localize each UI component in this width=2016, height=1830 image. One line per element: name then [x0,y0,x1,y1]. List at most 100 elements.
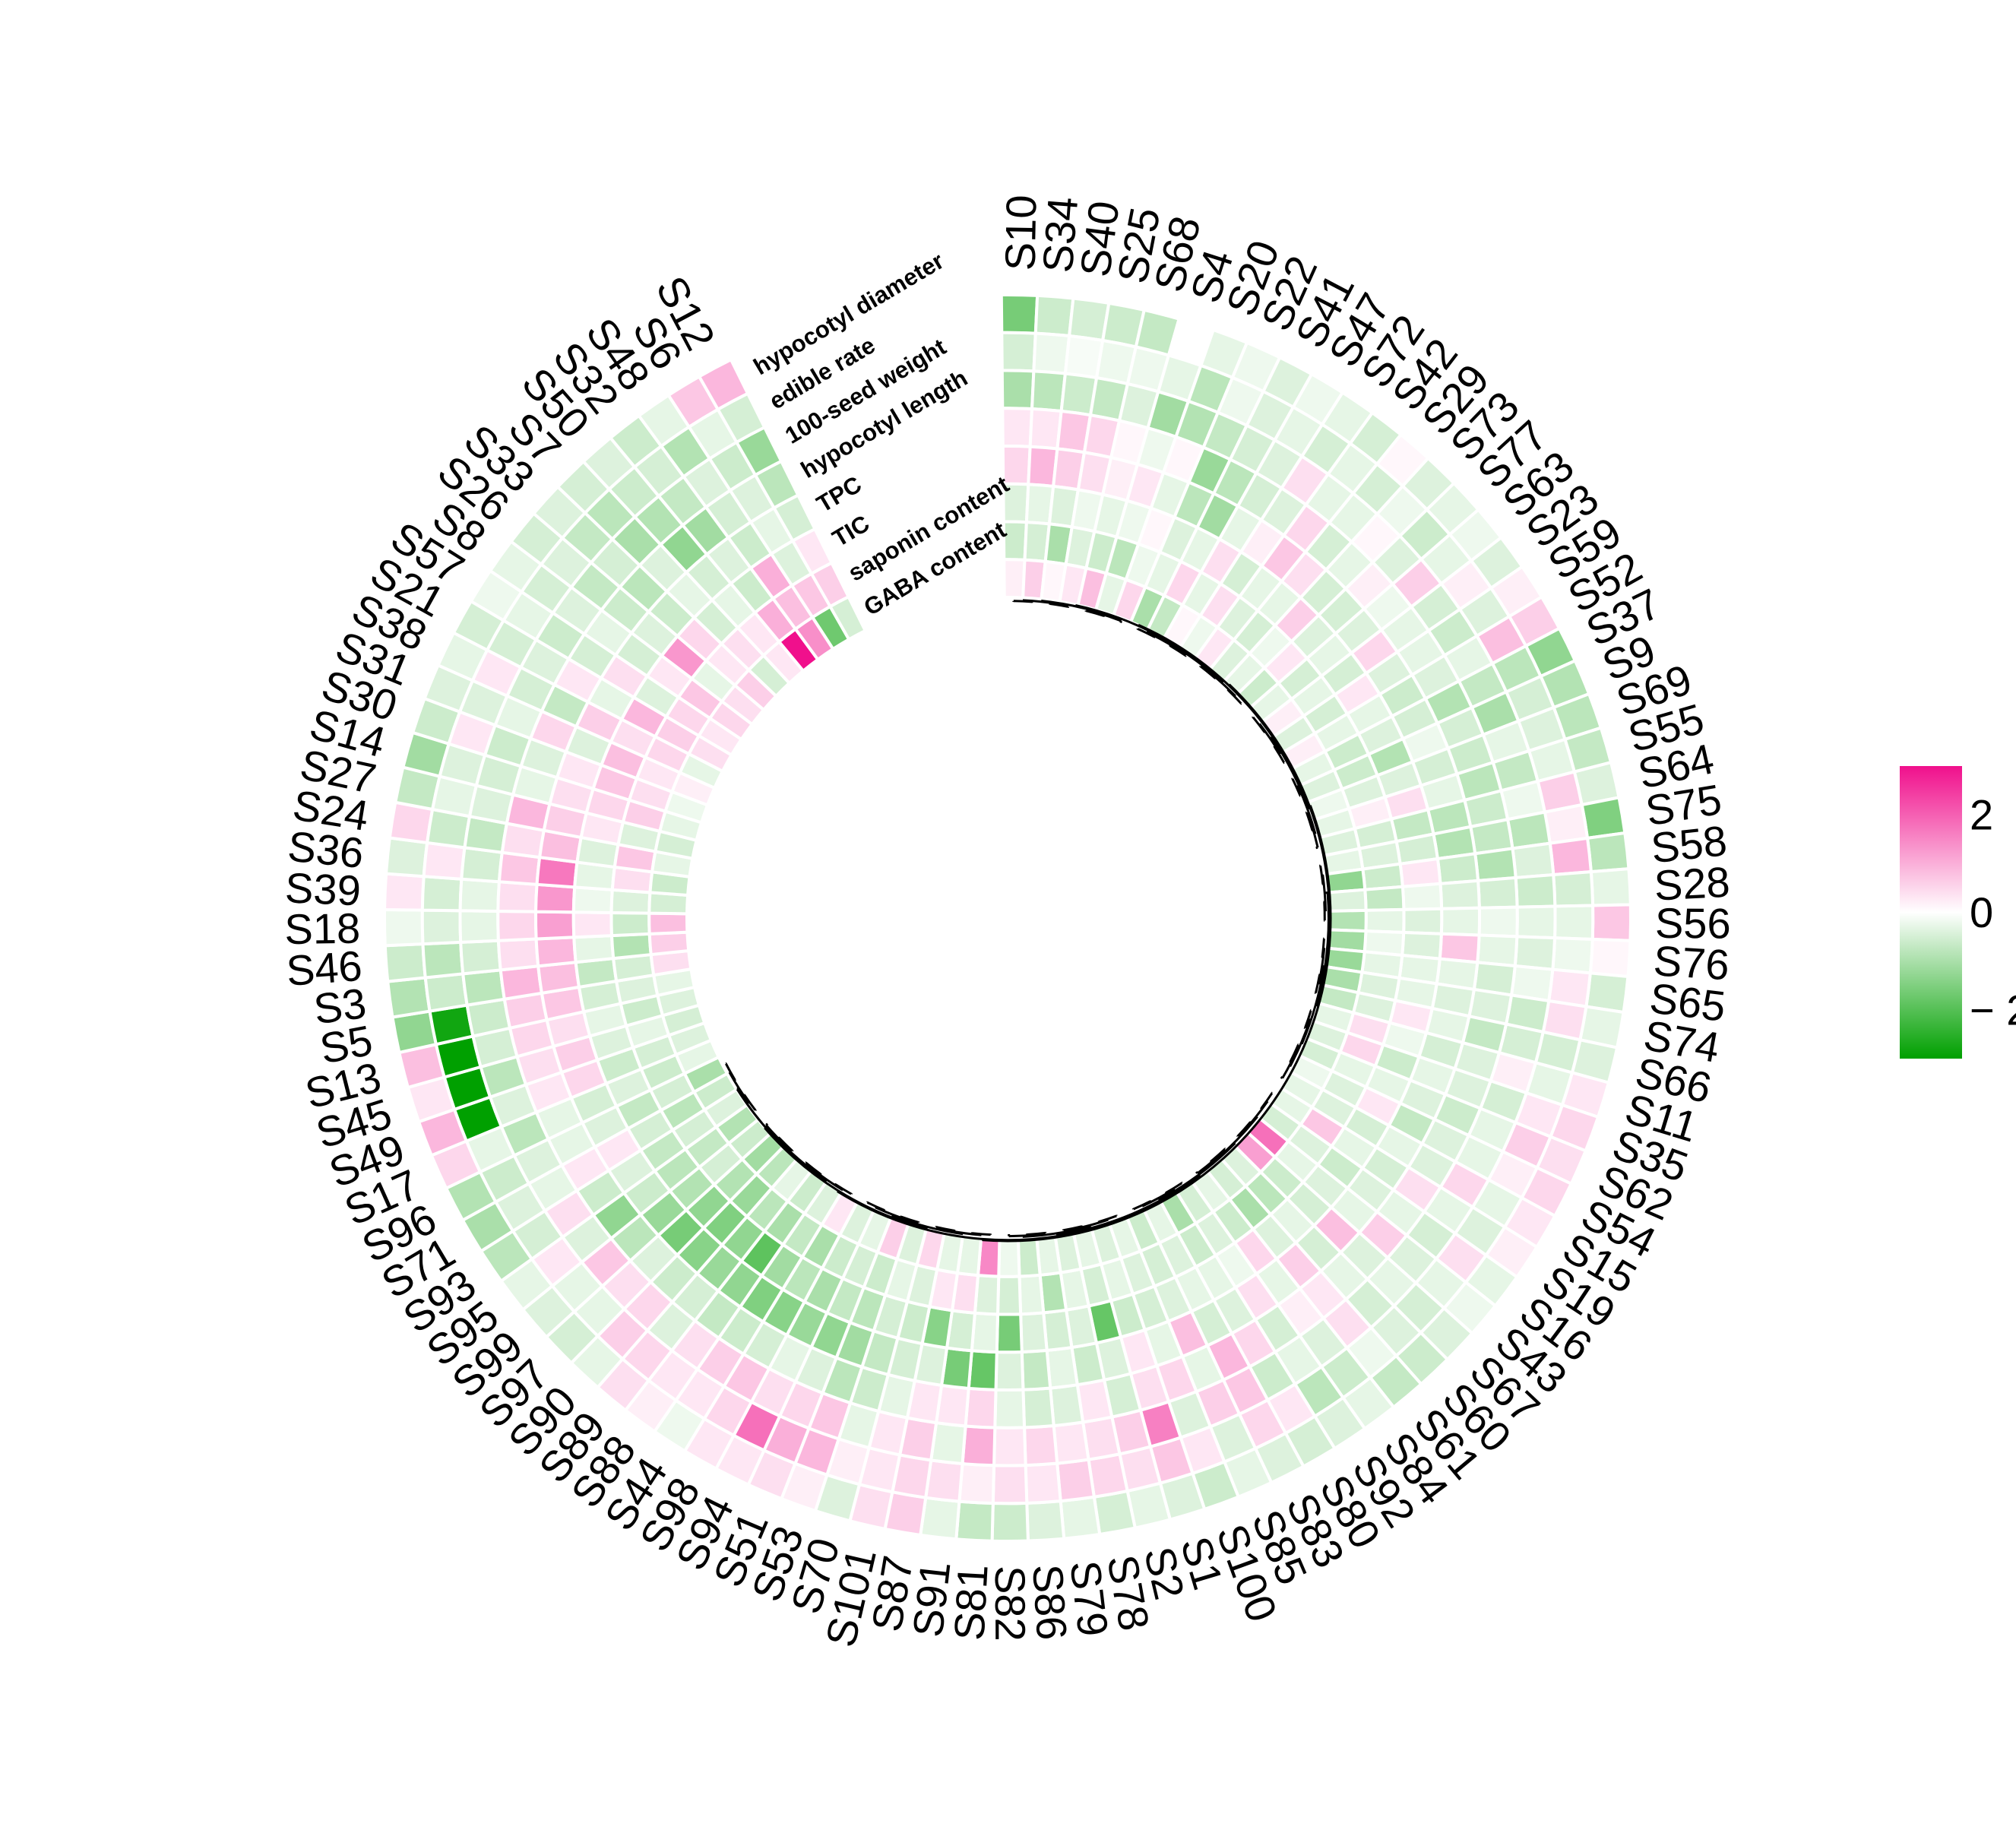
heatmap-cell-S81-trait-4 [964,1386,998,1429]
dendrogram-arc [1022,1224,1091,1238]
heatmap-cell-S76-trait-2 [1551,936,1594,975]
heatmap-cell-S3-trait-2 [423,972,469,1013]
heatmap-cell-S82-trait-4 [993,1388,1027,1429]
heatmap-cell-S46-trait-5 [534,936,578,968]
heatmap-cell-S28-trait-1 [1589,866,1632,907]
heatmap-cell-S39-trait-6 [571,885,614,915]
heatmap-cell-S56-trait-1 [1590,903,1632,942]
heatmap-cell-S10-trait-2 [1000,331,1037,373]
heatmap-cell-S79-trait-4 [1049,1382,1085,1428]
dendrogram-branch [1177,649,1180,651]
dendrogram-branch [805,1161,808,1164]
heatmap-cell-S56-trait-3 [1515,904,1557,940]
heatmap-cell-S86-trait-1 [1025,1499,1066,1543]
heatmap-cell-S28-trait-3 [1514,872,1557,909]
heatmap-cell-S34-trait-1 [1033,293,1075,338]
heatmap-cell-S39-trait-5 [534,882,577,914]
heatmap-cells [383,293,1632,1543]
heatmap-cell-S28-trait-8 [1325,888,1368,913]
dendrogram-arc [728,1072,750,1104]
heatmap-cell-S86-trait-6 [1019,1311,1049,1354]
heatmap-cell-S34-trait-2 [1032,331,1071,375]
heatmap-cell-S82-trait-7 [995,1274,1023,1316]
heatmap-cell-S10-trait-1 [999,293,1040,335]
heatmap-cell-S56-trait-4 [1477,905,1519,939]
heatmap-cell-S79-trait-1 [1059,1495,1102,1540]
sample-label-S86: S86 [1024,1562,1076,1641]
heatmap-cell-S36-trait-1 [384,836,429,879]
heatmap-cell-S76-trait-1 [1588,937,1632,979]
heatmap-cell-S46-trait-2 [421,940,465,980]
sample-label-S91: S91 [904,1559,960,1639]
heatmap-cell-S39-trait-4 [496,880,539,913]
heatmap-cell-S34-trait-3 [1030,369,1068,413]
heatmap-cell-S58-trait-3 [1511,841,1556,880]
heatmap-cell-S39-trait-1 [383,872,426,912]
dendrogram-branch [1307,1018,1311,1021]
heatmap-cell-S79-trait-5 [1045,1345,1080,1390]
heatmap-cell-S58-trait-4 [1473,847,1518,883]
sample-label-S18: S18 [284,904,361,954]
dendrogram-branch [1223,1147,1226,1150]
heatmap-cell-S46-trait-1 [383,942,427,983]
sample-label-S28: S28 [1653,858,1731,910]
dendrogram-branch [1296,1043,1299,1046]
heatmap-cell-S46-trait-7 [609,932,653,961]
heatmap-cell-S28-trait-5 [1438,879,1481,910]
heatmap-cell-S58-trait-6 [1398,856,1442,888]
heatmap-cell-S86-trait-3 [1022,1423,1059,1467]
heatmap-cell-S76-trait-3 [1513,935,1557,971]
heatmap-cell-S10-trait-4 [1001,407,1034,448]
dendrogram-branch [874,1205,877,1208]
sample-label-S34: S34 [1033,195,1087,274]
legend-ticks: 2 0 − 2 [1970,791,2016,1034]
heatmap-cell-S10-trait-5 [1001,445,1032,486]
sample-label-S79: S79 [1061,1558,1117,1638]
heatmap-cell-S82-trait-1 [990,1501,1030,1543]
heatmap-cell-S56-trait-2 [1552,904,1595,942]
sample-label-S36: S36 [286,822,366,878]
heatmap-cell-S39-trait-2 [420,875,464,913]
heatmap-cell-S81-trait-3 [961,1424,997,1467]
heatmap-cell-S28-trait-6 [1400,882,1444,911]
sample-label-S65: S65 [1647,974,1729,1031]
heatmap-cell-S79-trait-3 [1052,1420,1090,1465]
heatmap-cell-S10-trait-8 [1002,558,1027,600]
dendrogram-branch [1252,716,1254,719]
heatmap-cell-S18-trait-7 [609,910,651,938]
dendrogram-branch [836,1189,839,1192]
dendrogram-arc [982,805,1332,1243]
heatmap-cell-S28-trait-7 [1363,885,1406,912]
trait-label-6: TIC [828,510,874,552]
heatmap-cell-S18-trait-1 [383,907,425,948]
heatmap-cell-S58-trait-5 [1435,851,1480,885]
dendrogram-arc [1141,1187,1176,1208]
heatmap-cell-S86-trait-2 [1024,1461,1062,1505]
dendrogram-branch [1243,1128,1246,1132]
sample-label-S76: S76 [1652,936,1731,989]
heatmap-cell-S46-trait-4 [496,937,540,972]
dendrogram [725,599,1332,1243]
heatmap-cell-S82-trait-8 [997,1236,1021,1278]
sample-label-S10: S10 [996,195,1046,271]
heatmap-cell-S82-trait-3 [992,1426,1027,1467]
heatmap-cell-S18-trait-6 [571,910,614,939]
heatmap-cell-S82-trait-5 [994,1350,1025,1391]
dendrogram-branch [825,1179,829,1182]
heatmap-cell-S56-trait-5 [1439,906,1481,937]
heatmap-cell-S75-trait-1 [1580,796,1627,841]
dendrogram-branch [1233,1141,1236,1145]
heatmap-cell-S86-trait-8 [1016,1236,1042,1278]
heatmap-cell-S81-trait-5 [967,1349,999,1391]
heatmap-cell-S58-trait-2 [1548,836,1593,877]
dendrogram-branch [1119,620,1122,624]
heatmap-cell-S58-trait-1 [1585,831,1631,874]
heatmap-cell-S56-trait-8 [1326,908,1368,933]
color-legend: 2 0 − 2 [1900,766,2016,1059]
heatmap-cell-S86-trait-4 [1021,1386,1055,1429]
heatmap-cell-S18-trait-4 [496,909,538,942]
heatmap-cell-S3-trait-1 [386,976,432,1019]
dendrogram-branch [1169,645,1172,647]
heatmap-cell-S46-trait-8 [647,930,691,957]
